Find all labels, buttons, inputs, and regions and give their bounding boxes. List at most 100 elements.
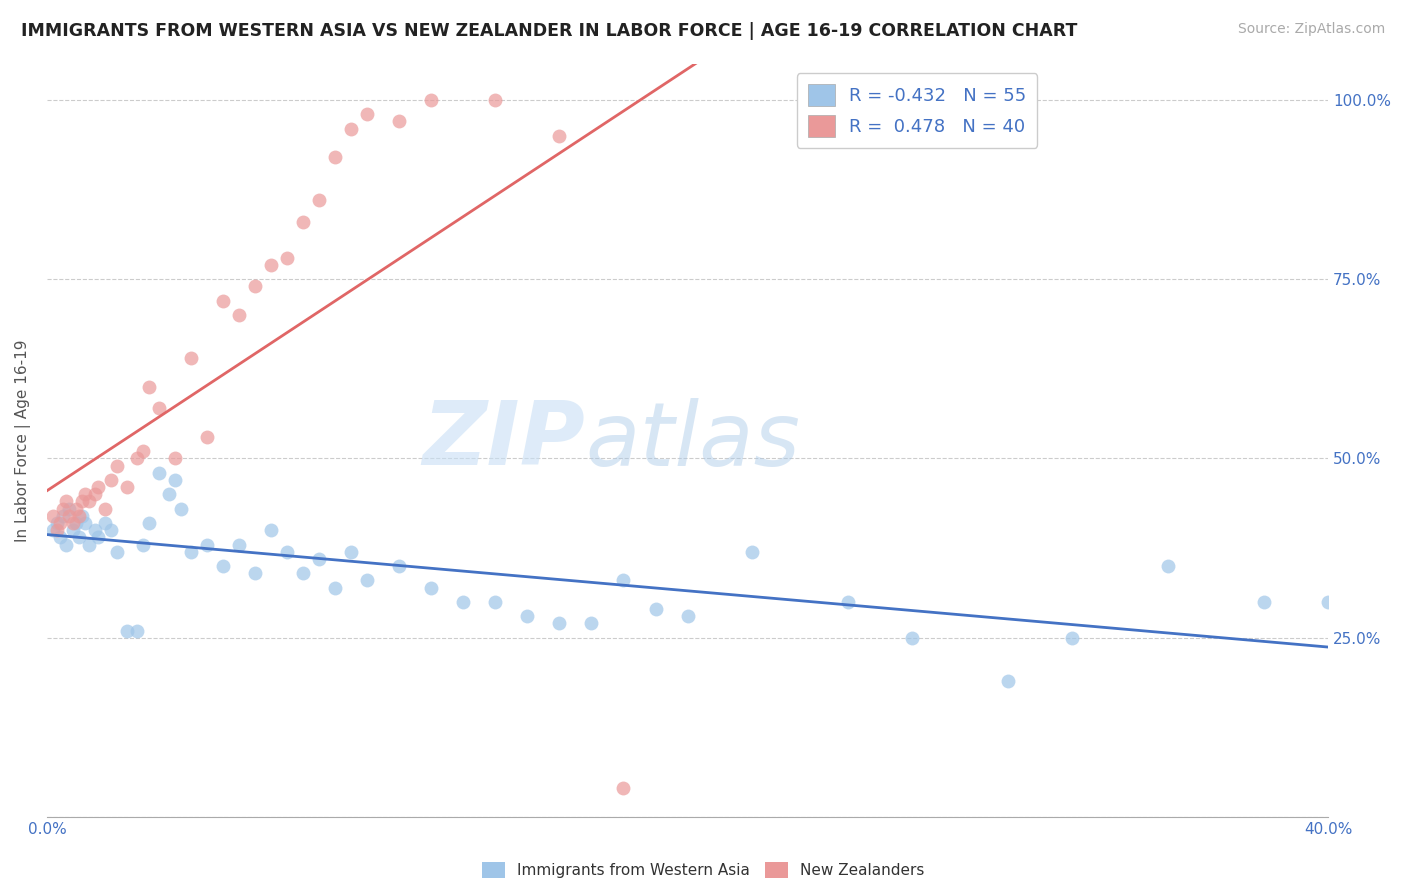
Point: [612, 574, 634, 588]
Point: [548, 128, 571, 143]
Point: [388, 559, 411, 574]
Point: [62, 516, 84, 530]
Point: [340, 544, 363, 558]
Point: [484, 93, 506, 107]
Point: [100, 473, 122, 487]
Point: [148, 466, 170, 480]
Legend: R = -0.432   N = 55, R =  0.478   N = 40: R = -0.432 N = 55, R = 0.478 N = 40: [797, 73, 1038, 148]
Point: [276, 251, 298, 265]
Point: [62, 523, 84, 537]
Point: [107, 544, 129, 558]
Point: [75, 487, 97, 501]
Point: [65, 516, 87, 530]
Point: [260, 523, 283, 537]
Point: [453, 595, 475, 609]
Point: [67, 530, 90, 544]
Point: [195, 430, 218, 444]
Point: [180, 351, 202, 365]
Point: [75, 516, 97, 530]
Point: [741, 544, 763, 558]
Point: [1253, 595, 1275, 609]
Point: [1060, 631, 1083, 645]
Point: [581, 616, 603, 631]
Point: [292, 215, 315, 229]
Point: [165, 451, 187, 466]
Point: [420, 93, 443, 107]
Point: [42, 523, 65, 537]
Point: [228, 308, 250, 322]
Point: [170, 501, 193, 516]
Point: [228, 537, 250, 551]
Point: [837, 595, 859, 609]
Point: [45, 523, 67, 537]
Point: [308, 194, 330, 208]
Point: [49, 530, 72, 544]
Point: [292, 566, 315, 581]
Point: [1317, 595, 1340, 609]
Point: [77, 537, 100, 551]
Text: atlas: atlas: [585, 398, 800, 483]
Point: [125, 624, 148, 638]
Point: [612, 781, 634, 796]
Point: [115, 480, 138, 494]
Point: [356, 574, 378, 588]
Point: [93, 516, 115, 530]
Point: [138, 516, 160, 530]
Point: [212, 559, 235, 574]
Point: [260, 258, 283, 272]
Point: [49, 516, 72, 530]
Point: [676, 609, 699, 624]
Text: ZIP: ZIP: [422, 397, 585, 484]
Text: Source: ZipAtlas.com: Source: ZipAtlas.com: [1237, 22, 1385, 37]
Point: [87, 480, 110, 494]
Point: [243, 279, 266, 293]
Point: [58, 508, 80, 523]
Point: [180, 544, 202, 558]
Point: [484, 595, 506, 609]
Point: [644, 602, 666, 616]
Point: [115, 624, 138, 638]
Point: [58, 501, 80, 516]
Point: [356, 107, 378, 121]
Point: [70, 494, 93, 508]
Point: [70, 508, 93, 523]
Point: [276, 544, 298, 558]
Point: [323, 150, 346, 164]
Legend: Immigrants from Western Asia, New Zealanders: Immigrants from Western Asia, New Zealan…: [475, 856, 931, 884]
Point: [107, 458, 129, 473]
Point: [132, 444, 155, 458]
Point: [195, 537, 218, 551]
Point: [900, 631, 922, 645]
Point: [125, 451, 148, 466]
Point: [42, 508, 65, 523]
Point: [67, 508, 90, 523]
Point: [52, 501, 75, 516]
Point: [516, 609, 538, 624]
Point: [308, 552, 330, 566]
Point: [84, 487, 107, 501]
Point: [77, 494, 100, 508]
Point: [388, 114, 411, 128]
Point: [1157, 559, 1180, 574]
Point: [93, 501, 115, 516]
Point: [138, 380, 160, 394]
Point: [65, 501, 87, 516]
Point: [243, 566, 266, 581]
Point: [87, 530, 110, 544]
Point: [132, 537, 155, 551]
Point: [45, 516, 67, 530]
Point: [148, 401, 170, 416]
Point: [340, 121, 363, 136]
Point: [165, 473, 187, 487]
Point: [52, 508, 75, 523]
Point: [55, 494, 77, 508]
Point: [548, 616, 571, 631]
Point: [84, 523, 107, 537]
Point: [100, 523, 122, 537]
Point: [157, 487, 180, 501]
Text: IMMIGRANTS FROM WESTERN ASIA VS NEW ZEALANDER IN LABOR FORCE | AGE 16-19 CORRELA: IMMIGRANTS FROM WESTERN ASIA VS NEW ZEAL…: [21, 22, 1077, 40]
Point: [420, 581, 443, 595]
Point: [212, 293, 235, 308]
Point: [55, 537, 77, 551]
Y-axis label: In Labor Force | Age 16-19: In Labor Force | Age 16-19: [15, 339, 31, 541]
